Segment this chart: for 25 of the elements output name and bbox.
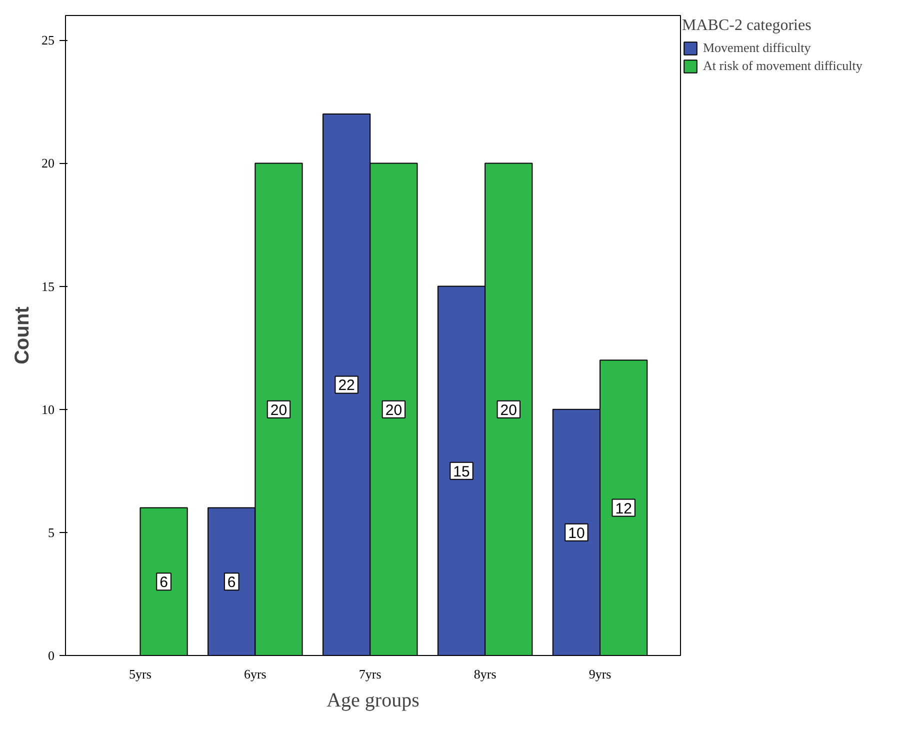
y-tick-label: 25 [42,32,54,48]
y-tick-label: 10 [42,402,54,417]
data-label: 6 [227,574,236,592]
data-label: 10 [568,524,585,542]
data-label: 6 [160,574,168,592]
legend-label: Movement difficulty [703,40,811,56]
x-axis-title: Age groups [326,690,420,712]
y-tick-label: 15 [42,278,54,294]
y-tick-label: 5 [48,524,54,540]
data-label: 22 [338,377,355,394]
x-tick-label: 7yrs [358,666,382,682]
x-tick-label: 8yrs [474,666,496,682]
y-tick-label: 20 [42,156,54,171]
legend-title: MABC-2 categories [682,17,812,35]
legend-label: At risk of movement difficulty [703,58,862,74]
x-tick-label: 5yrs [129,666,152,682]
x-tick-label: 6yrs [244,666,266,682]
data-label: 12 [615,500,632,518]
y-axis-title: Count [12,306,34,364]
y-tick-label: 0 [48,648,54,663]
x-tick-label: 9yrs [588,666,612,682]
data-label: 20 [500,402,517,419]
data-label: 15 [453,463,470,480]
data-label: 20 [385,402,402,419]
data-label: 20 [270,402,288,419]
